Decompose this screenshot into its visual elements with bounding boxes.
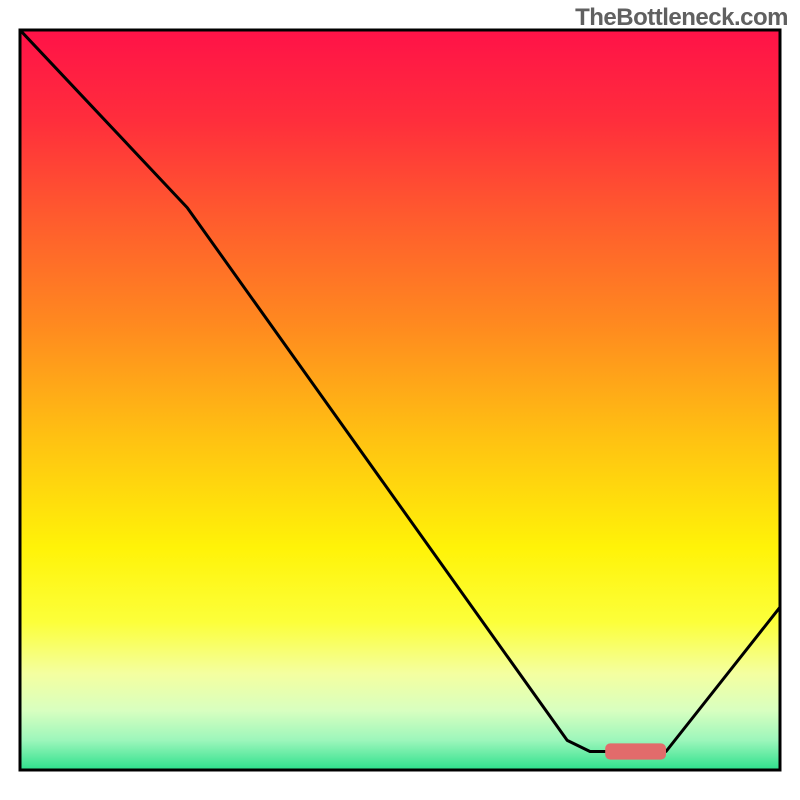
chart-container: TheBottleneck.com [0, 0, 800, 800]
bottleneck-chart [0, 0, 800, 800]
watermark-text: TheBottleneck.com [575, 4, 788, 32]
gradient-background [20, 30, 780, 770]
optimal-marker [605, 743, 666, 759]
